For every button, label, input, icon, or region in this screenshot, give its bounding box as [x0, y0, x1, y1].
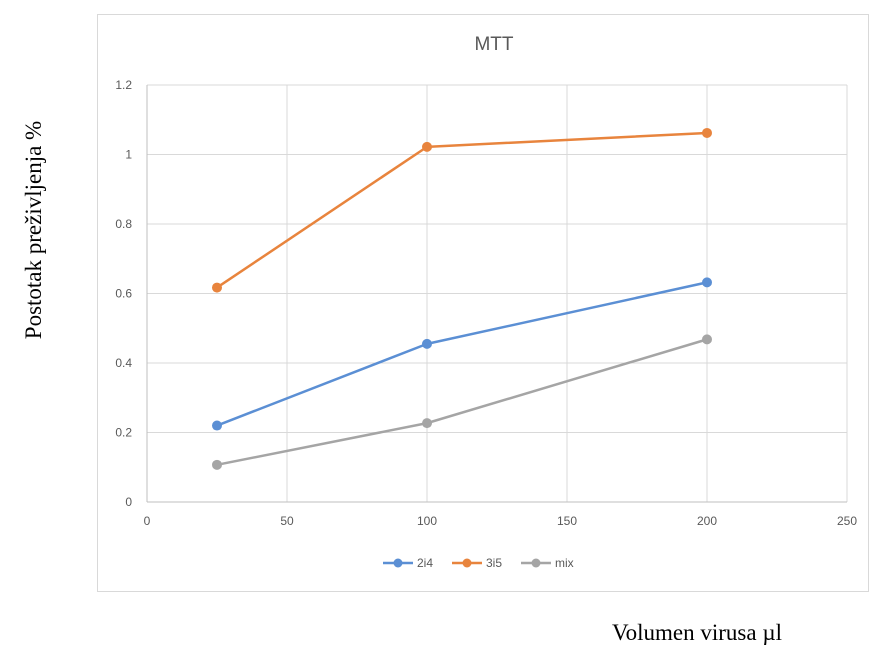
x-tick-label: 0	[144, 514, 151, 528]
chart-title: MTT	[474, 34, 513, 55]
legend-item-2i4: 2i4	[383, 556, 433, 570]
y-tick-label: 0.4	[115, 356, 132, 370]
data-point-2i4	[702, 277, 712, 288]
y-axis-title: Postotak preživljenja %	[21, 120, 46, 340]
legend-swatch-marker	[531, 558, 541, 568]
y-tick-label: 0.2	[115, 426, 132, 440]
legend-label: 3i5	[486, 556, 502, 570]
series-layer	[212, 127, 712, 470]
x-tick-label: 200	[697, 514, 717, 528]
x-axis-title: Volumen virusa µl	[612, 620, 782, 645]
gridlines	[147, 84, 848, 502]
data-point-3i5	[702, 127, 712, 138]
data-point-mix	[422, 418, 432, 429]
data-point-2i4	[212, 420, 222, 431]
legend: 2i4 3i5 mix	[383, 556, 574, 570]
y-tick-label: 1.2	[115, 78, 132, 92]
legend-swatch-marker	[462, 558, 472, 568]
x-tick-label: 150	[557, 514, 577, 528]
x-tick-label: 50	[280, 514, 294, 528]
series-3i5	[212, 127, 712, 293]
data-point-mix	[212, 459, 222, 470]
x-tick-label: 250	[837, 514, 857, 528]
series-line-mix	[216, 338, 708, 467]
legend-label: 2i4	[417, 556, 433, 570]
series-line-3i5	[216, 131, 708, 289]
series-2i4	[212, 277, 712, 431]
axes	[146, 85, 847, 503]
data-point-mix	[702, 334, 712, 345]
series-line-2i4	[216, 281, 708, 427]
legend-item-3i5: 3i5	[452, 556, 502, 570]
series-mix	[212, 334, 712, 470]
data-point-3i5	[422, 141, 432, 152]
y-tick-label: 1	[125, 148, 132, 162]
y-tick-label: 0.8	[115, 217, 132, 231]
legend-item-mix: mix	[521, 556, 574, 570]
data-point-3i5	[212, 282, 222, 293]
tick-labels: 0 0.2 0.4 0.6 0.8 1 1.2 0 50 100 150 200 250	[115, 78, 857, 528]
legend-label: mix	[555, 556, 574, 570]
x-tick-label: 100	[417, 514, 437, 528]
chart-frame	[97, 14, 869, 592]
data-point-2i4	[422, 338, 432, 349]
y-tick-label: 0.6	[115, 287, 132, 301]
y-tick-label: 0	[125, 495, 132, 509]
legend-swatch-marker	[393, 558, 403, 568]
